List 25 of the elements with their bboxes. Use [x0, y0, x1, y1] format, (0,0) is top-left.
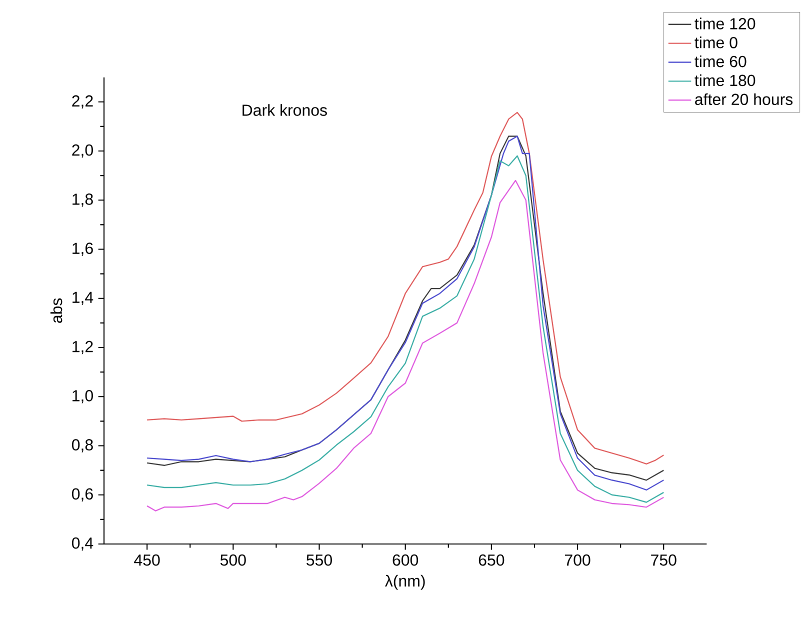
y-tick-label: 1,6	[72, 242, 93, 256]
annotation: Dark kronos	[242, 104, 327, 116]
y-tick-label: 2,0	[72, 144, 93, 158]
legend-label: time 120	[694, 18, 756, 30]
y-tick-label: 0,4	[72, 537, 94, 551]
y-tick-label: 2,2	[72, 95, 93, 109]
x-tick-label: 450	[134, 554, 160, 566]
legend-label: time 60	[694, 55, 746, 68]
y-axis-title: abs	[50, 298, 62, 323]
x-tick-label: 650	[478, 554, 504, 566]
x-tick-label: 550	[306, 554, 332, 566]
x-axis-title: λ(nm)	[385, 574, 425, 590]
x-tick-label: 750	[651, 554, 676, 566]
y-tick-label: 1,8	[72, 194, 93, 207]
legend-label: time 0	[694, 36, 738, 48]
y-tick-label: 0,8	[72, 439, 93, 452]
legend-label: time 180	[694, 74, 756, 86]
y-tick-label: 1,4	[72, 292, 94, 305]
y-tick-label: 1,0	[72, 390, 93, 404]
y-tick-label: 1,2	[72, 340, 93, 354]
legend-label: after 20 hours	[695, 93, 793, 106]
x-tick-label: 600	[392, 554, 418, 566]
x-tick-label: 500	[220, 554, 246, 566]
y-tick-label: 0,6	[72, 488, 93, 502]
x-tick-label: 700	[565, 554, 590, 566]
